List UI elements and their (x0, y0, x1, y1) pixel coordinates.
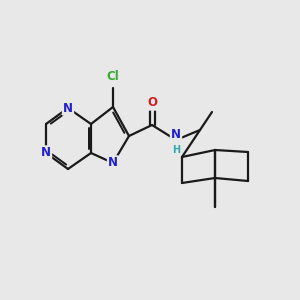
Text: N: N (108, 157, 118, 169)
Text: N: N (41, 146, 51, 160)
Text: N: N (63, 101, 73, 115)
Text: Cl: Cl (106, 70, 119, 83)
Text: N: N (171, 128, 181, 142)
Text: H: H (172, 145, 180, 155)
Text: O: O (147, 97, 157, 110)
